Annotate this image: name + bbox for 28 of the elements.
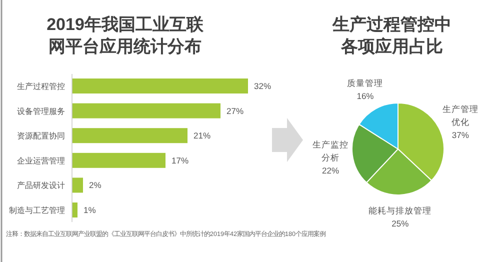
data-label: 21% [194, 130, 211, 141]
data-label: 17% [172, 155, 189, 166]
y-tick-label: 产品研发设计 [17, 181, 65, 190]
slice-label: 生产监控分析 [312, 140, 349, 163]
slice-label: 质量管理 [347, 78, 384, 88]
y-tick-label: 资源配置协同 [17, 132, 65, 141]
data-label: 16% [356, 90, 374, 101]
bar [72, 103, 220, 118]
slice-label: 生产管理优化 [442, 104, 478, 127]
bar [72, 178, 83, 193]
data-label: 32% [254, 81, 272, 91]
data-label: 27% [226, 106, 244, 116]
data-label: 22% [322, 166, 340, 176]
slice-label: 能耗与排放管理 [368, 205, 432, 216]
y-tick-label: 设备管理服务 [17, 106, 65, 116]
data-label: 37% [452, 130, 470, 140]
bar [72, 202, 78, 218]
y-tick-label: 制造与工艺管理 [9, 206, 65, 215]
y-tick-label: 企业运营管理 [17, 156, 65, 166]
chart-title: 生产过程管控中各项应用占比 [332, 15, 452, 56]
bar [72, 152, 166, 168]
bar [72, 128, 188, 144]
data-label: 25% [392, 218, 410, 228]
chart-title: 2019年我国工业互联网平台应用统计分布 [46, 15, 204, 56]
data-label: 1% [84, 205, 96, 215]
data-label: 2% [89, 180, 102, 190]
y-tick-label: 生产过程管控 [17, 82, 65, 91]
bar [72, 78, 248, 94]
